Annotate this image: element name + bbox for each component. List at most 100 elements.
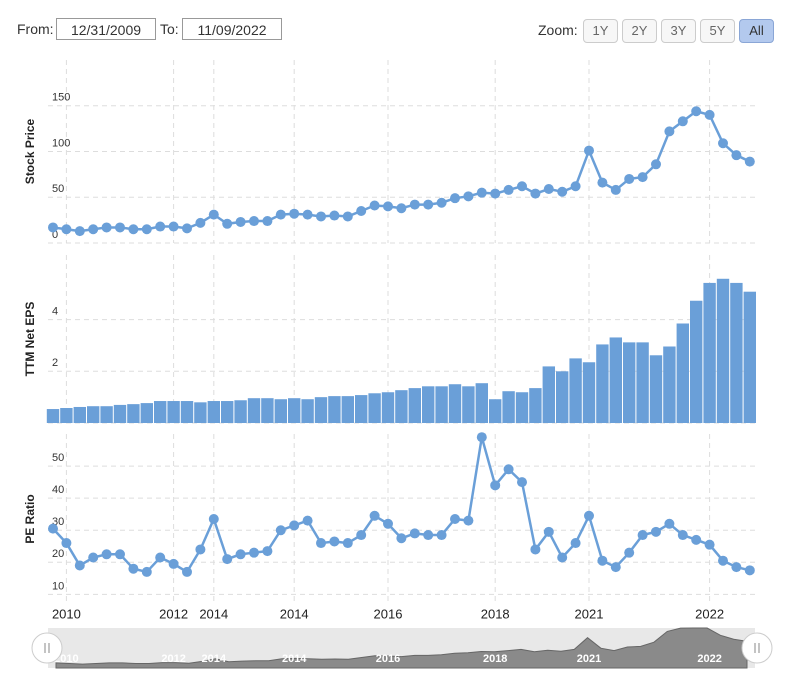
to-input[interactable]: 11/09/2022 <box>182 18 282 40</box>
bar <box>582 362 596 423</box>
point <box>409 528 420 539</box>
point <box>530 544 541 555</box>
point <box>476 432 487 443</box>
point <box>731 150 742 161</box>
bar <box>46 409 60 423</box>
point <box>517 477 527 488</box>
x-tick-label: 2022 <box>695 606 724 621</box>
point <box>141 566 152 577</box>
bar <box>355 395 368 423</box>
point <box>503 184 514 195</box>
bar <box>623 342 636 423</box>
bar <box>341 396 354 423</box>
bar <box>73 406 86 423</box>
point <box>637 530 648 541</box>
y-tick-label: 2 <box>52 357 58 369</box>
x-tick-label: 2010 <box>52 606 81 621</box>
point <box>664 126 675 137</box>
point <box>651 526 661 537</box>
point <box>517 181 527 192</box>
point <box>610 562 621 573</box>
point <box>208 209 219 220</box>
bar <box>234 400 247 423</box>
zoom-button[interactable]: 5Y <box>700 19 735 43</box>
from-input[interactable]: 12/31/2009 <box>56 18 156 40</box>
point <box>570 538 581 549</box>
bar <box>690 300 703 423</box>
navigator-handle[interactable] <box>31 632 63 664</box>
point <box>557 186 568 197</box>
bar <box>529 388 542 423</box>
point <box>275 525 286 536</box>
x-tick-label: 2014 <box>199 606 228 621</box>
y-tick-label: 20 <box>52 548 64 560</box>
point <box>235 549 246 560</box>
point <box>61 538 72 549</box>
y-tick-label: 50 <box>52 452 64 464</box>
point <box>208 514 219 524</box>
bar <box>140 403 153 423</box>
bar <box>261 398 274 423</box>
point <box>744 156 755 167</box>
bar <box>274 399 287 423</box>
bar <box>368 393 381 423</box>
point <box>383 518 393 529</box>
navigator-label: 2018 <box>483 653 507 665</box>
point <box>651 159 661 170</box>
point <box>570 181 581 192</box>
point <box>155 221 166 232</box>
navigator-area <box>55 627 748 669</box>
point <box>718 138 728 149</box>
point <box>677 530 688 541</box>
bar <box>207 401 220 423</box>
point <box>249 547 259 558</box>
point <box>476 187 487 198</box>
point <box>316 538 326 549</box>
bar <box>221 401 234 423</box>
point <box>396 203 407 214</box>
bar <box>703 282 716 423</box>
point <box>584 145 594 156</box>
x-tick-label: 2018 <box>481 606 510 621</box>
point <box>302 515 313 526</box>
point <box>182 566 192 577</box>
point <box>530 188 541 199</box>
bar <box>194 402 207 423</box>
point <box>101 549 112 560</box>
point <box>128 224 139 235</box>
bar <box>649 355 663 423</box>
y-axis-title: Stock Price <box>23 118 37 184</box>
bar <box>167 401 180 423</box>
point <box>88 552 99 563</box>
point <box>543 184 554 195</box>
point <box>490 188 501 199</box>
point <box>691 106 702 117</box>
point <box>329 210 340 221</box>
navigator-label: 2014 <box>282 653 307 665</box>
bar <box>462 386 475 423</box>
zoom-button[interactable]: All <box>739 19 774 43</box>
point <box>74 560 85 571</box>
point <box>423 530 434 541</box>
point <box>677 116 688 127</box>
bar <box>475 383 488 423</box>
point <box>744 565 755 576</box>
bar <box>609 337 622 423</box>
y-axis-title: PE Ratio <box>23 494 37 543</box>
point <box>597 555 608 566</box>
bar <box>502 391 515 423</box>
zoom-button[interactable]: 2Y <box>622 19 657 43</box>
bar <box>596 344 609 423</box>
zoom-button[interactable]: 1Y <box>583 19 618 43</box>
point <box>436 530 447 541</box>
bar <box>489 399 502 423</box>
point <box>704 109 715 120</box>
point <box>101 222 112 233</box>
point <box>423 199 434 210</box>
navigator-handle[interactable] <box>741 632 773 664</box>
bar <box>314 397 328 423</box>
zoom-button[interactable]: 3Y <box>661 19 696 43</box>
y-tick-label: 40 <box>52 484 64 496</box>
to-label: To: <box>160 21 179 37</box>
